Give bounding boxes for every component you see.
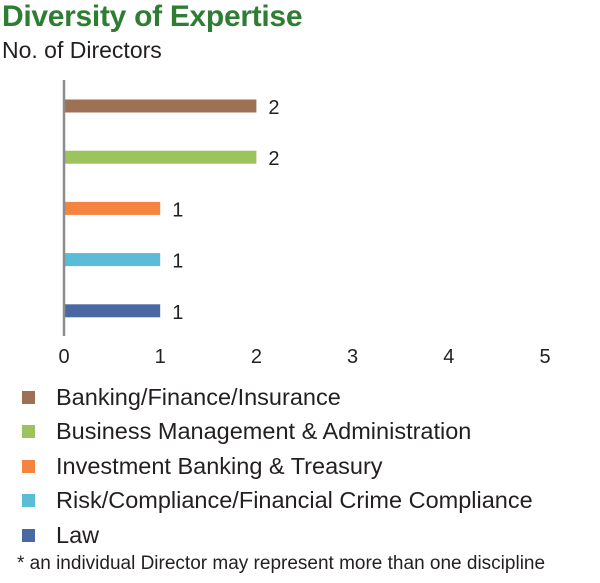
x-tick-label-2: 2 (251, 346, 262, 368)
x-tick-label-5: 5 (539, 346, 550, 368)
legend-item-investment-banking: Investment Banking & Treasury (22, 449, 597, 484)
bar-2 (64, 201, 161, 215)
legend-item-risk-compliance: Risk/Compliance/Financial Crime Complian… (22, 484, 597, 519)
legend-label: Law (56, 521, 100, 548)
chart-legend: Banking/Finance/Insurance Business Manag… (22, 380, 597, 553)
legend-swatch (22, 528, 35, 542)
legend-item-law: Law (22, 518, 597, 553)
bar-value-label-0: 2 (268, 97, 279, 119)
footnote: * an individual Director may represent m… (17, 553, 546, 574)
chart-subtitle: No. of Directors (2, 37, 162, 63)
bar-value-label-1: 2 (268, 148, 279, 170)
legend-item-business-management: Business Management & Administration (22, 415, 597, 450)
x-tick-label-3: 3 (347, 346, 358, 368)
legend-label: Business Management & Administration (56, 418, 472, 445)
legend-swatch (22, 459, 35, 473)
bar-4 (64, 304, 161, 318)
chart-title: Diversity of Expertise (2, 0, 303, 33)
legend-label: Risk/Compliance/Financial Crime Complian… (56, 487, 533, 514)
bar-0 (64, 99, 257, 113)
legend-swatch (22, 494, 35, 508)
bar-1 (64, 150, 257, 164)
bar-value-label-4: 1 (172, 302, 183, 324)
bar-value-label-3: 1 (172, 251, 183, 273)
legend-swatch (22, 425, 35, 439)
x-tick-label-4: 4 (443, 346, 454, 368)
legend-label: Investment Banking & Treasury (56, 452, 383, 479)
legend-item-banking: Banking/Finance/Insurance (22, 380, 597, 415)
bar-3 (64, 253, 161, 267)
bar-value-label-2: 1 (172, 199, 183, 221)
x-tick-label-1: 1 (155, 346, 166, 368)
x-tick-label-0: 0 (58, 346, 69, 368)
legend-label: Banking/Finance/Insurance (56, 383, 341, 410)
legend-swatch (22, 390, 35, 404)
